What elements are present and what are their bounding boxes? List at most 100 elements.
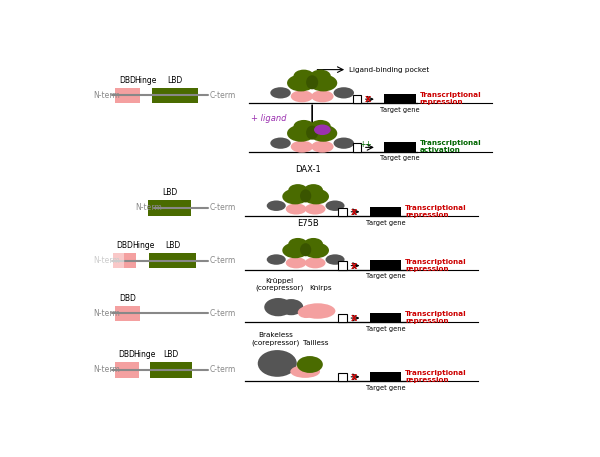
Ellipse shape xyxy=(293,120,314,133)
FancyBboxPatch shape xyxy=(152,88,198,103)
Text: N-term: N-term xyxy=(94,256,121,265)
Text: N-term: N-term xyxy=(94,91,121,100)
FancyBboxPatch shape xyxy=(115,306,140,321)
Ellipse shape xyxy=(310,120,331,133)
Text: Transcriptional
activation: Transcriptional activation xyxy=(419,140,481,154)
Text: Target gene: Target gene xyxy=(366,273,406,279)
Ellipse shape xyxy=(291,90,313,102)
Ellipse shape xyxy=(326,201,344,211)
Ellipse shape xyxy=(314,124,331,135)
Text: DAX-1: DAX-1 xyxy=(295,165,321,175)
Text: x: x xyxy=(365,94,371,104)
Ellipse shape xyxy=(264,298,292,316)
Text: Hinge: Hinge xyxy=(134,76,157,85)
Ellipse shape xyxy=(305,257,326,268)
Text: Knirps: Knirps xyxy=(310,285,332,291)
Text: Target gene: Target gene xyxy=(366,384,406,391)
Ellipse shape xyxy=(270,138,291,149)
Ellipse shape xyxy=(258,350,297,377)
Ellipse shape xyxy=(289,238,307,250)
Ellipse shape xyxy=(297,356,323,373)
FancyBboxPatch shape xyxy=(149,253,196,268)
Ellipse shape xyxy=(267,201,286,211)
Text: Transcriptional
repression: Transcriptional repression xyxy=(405,205,467,218)
Bar xyxy=(370,260,401,270)
Text: E75B: E75B xyxy=(297,219,319,228)
Text: DBD: DBD xyxy=(119,294,136,303)
Text: Target gene: Target gene xyxy=(380,155,420,161)
Bar xyxy=(338,207,347,216)
Text: Hinge: Hinge xyxy=(134,350,156,359)
Ellipse shape xyxy=(286,203,307,214)
Ellipse shape xyxy=(289,184,307,196)
Ellipse shape xyxy=(282,243,308,258)
Ellipse shape xyxy=(310,125,337,142)
Ellipse shape xyxy=(270,87,291,98)
Bar xyxy=(338,372,347,381)
FancyBboxPatch shape xyxy=(115,88,140,103)
Text: x: x xyxy=(351,313,357,323)
Text: DBD: DBD xyxy=(116,241,133,250)
Ellipse shape xyxy=(334,138,354,149)
Ellipse shape xyxy=(291,141,313,153)
Text: + ligand: + ligand xyxy=(251,114,286,122)
FancyBboxPatch shape xyxy=(150,362,192,377)
Text: LBD: LBD xyxy=(162,188,178,197)
Text: DBD: DBD xyxy=(119,76,136,85)
Text: DBD: DBD xyxy=(118,350,135,359)
Text: Transcriptional
repression: Transcriptional repression xyxy=(405,370,467,383)
Ellipse shape xyxy=(326,254,344,265)
Ellipse shape xyxy=(287,74,315,91)
Text: N-term: N-term xyxy=(94,309,121,318)
Bar xyxy=(338,261,347,270)
Text: Transcriptional
repression: Transcriptional repression xyxy=(419,92,481,105)
Bar xyxy=(370,372,401,381)
Ellipse shape xyxy=(293,69,314,82)
Ellipse shape xyxy=(310,74,337,91)
Text: Brakeless
(corepressor): Brakeless (corepressor) xyxy=(251,332,299,346)
Ellipse shape xyxy=(305,203,326,214)
Ellipse shape xyxy=(306,75,318,89)
Text: Krüppel
(corepressor): Krüppel (corepressor) xyxy=(255,278,303,291)
Text: x: x xyxy=(351,260,357,271)
Ellipse shape xyxy=(286,257,307,268)
Bar xyxy=(338,314,347,322)
Ellipse shape xyxy=(282,189,308,204)
Text: Ligand-binding pocket: Ligand-binding pocket xyxy=(349,67,430,73)
FancyBboxPatch shape xyxy=(148,200,191,216)
Ellipse shape xyxy=(334,87,354,98)
Ellipse shape xyxy=(306,126,318,140)
Text: LBD: LBD xyxy=(165,241,180,250)
Ellipse shape xyxy=(310,69,331,82)
Ellipse shape xyxy=(304,184,323,196)
Ellipse shape xyxy=(267,254,286,265)
Text: N-term: N-term xyxy=(136,203,162,213)
Ellipse shape xyxy=(279,299,304,315)
Bar xyxy=(353,143,361,152)
Text: Target gene: Target gene xyxy=(366,219,406,225)
FancyBboxPatch shape xyxy=(113,253,124,268)
Bar xyxy=(384,94,416,103)
Text: Target gene: Target gene xyxy=(366,326,406,332)
Text: x: x xyxy=(351,372,357,382)
Text: Target gene: Target gene xyxy=(380,107,420,113)
Bar xyxy=(384,142,416,152)
Ellipse shape xyxy=(311,141,334,153)
Text: x: x xyxy=(351,207,357,217)
Ellipse shape xyxy=(304,238,323,250)
Text: Transcriptional
repression: Transcriptional repression xyxy=(405,259,467,271)
Ellipse shape xyxy=(303,243,329,258)
Bar xyxy=(370,207,401,216)
Text: C-term: C-term xyxy=(210,365,236,374)
Text: Transcriptional
repression: Transcriptional repression xyxy=(405,311,467,324)
Text: C-term: C-term xyxy=(210,91,236,100)
Ellipse shape xyxy=(287,125,315,142)
Ellipse shape xyxy=(303,189,329,204)
Ellipse shape xyxy=(290,365,320,378)
Ellipse shape xyxy=(300,243,311,256)
FancyBboxPatch shape xyxy=(115,362,139,377)
Text: LBD: LBD xyxy=(163,350,178,359)
Text: C-term: C-term xyxy=(210,203,236,213)
Text: Hinge: Hinge xyxy=(133,241,155,250)
Text: LBD: LBD xyxy=(167,76,182,85)
